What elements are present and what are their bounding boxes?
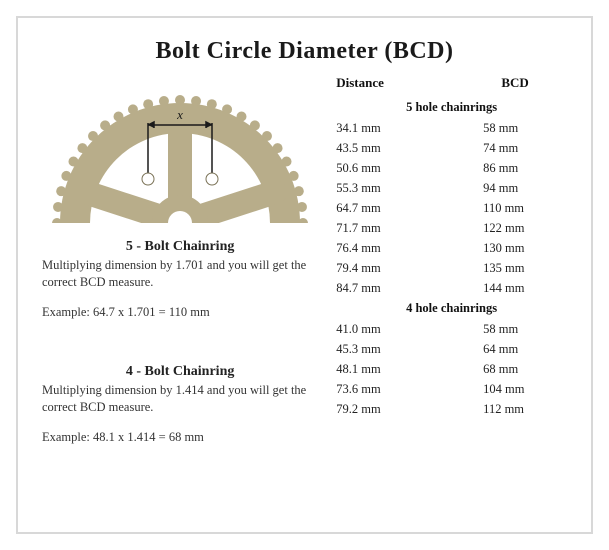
cell-distance: 50.6 mm <box>336 161 463 176</box>
cell-bcd: 104 mm <box>463 382 567 397</box>
cell-bcd: 58 mm <box>463 322 567 337</box>
cell-distance: 79.4 mm <box>336 261 463 276</box>
cell-distance: 48.1 mm <box>336 362 463 377</box>
table-row: 79.4 mm135 mm <box>336 258 567 278</box>
cell-bcd: 110 mm <box>463 201 567 216</box>
cell-bcd: 58 mm <box>463 121 567 136</box>
cell-distance: 73.6 mm <box>336 382 463 397</box>
chainring-diagram: x <box>45 73 315 233</box>
table-row: 76.4 mm130 mm <box>336 238 567 258</box>
document-frame: Bolt Circle Diameter (BCD) <box>16 16 593 534</box>
table-header: Distance BCD <box>336 73 567 97</box>
cell-bcd: 122 mm <box>463 221 567 236</box>
table-row: 64.7 mm110 mm <box>336 198 567 218</box>
cell-distance: 64.7 mm <box>336 201 463 216</box>
table-row: 48.1 mm68 mm <box>336 359 567 379</box>
five-bolt-heading: 5 - Bolt Chainring <box>42 239 318 255</box>
cell-bcd: 86 mm <box>463 161 567 176</box>
cell-bcd: 144 mm <box>463 281 567 296</box>
five-bolt-body: Multiplying dimension by 1.701 and you w… <box>42 257 318 291</box>
table-row: 41.0 mm58 mm <box>336 319 567 339</box>
cell-bcd: 64 mm <box>463 342 567 357</box>
table-row: 55.3 mm94 mm <box>336 178 567 198</box>
table-row: 79.2 mm112 mm <box>336 399 567 419</box>
cell-bcd: 135 mm <box>463 261 567 276</box>
cell-bcd: 68 mm <box>463 362 567 377</box>
cell-distance: 45.3 mm <box>336 342 463 357</box>
table-row: 73.6 mm104 mm <box>336 379 567 399</box>
cell-bcd: 112 mm <box>463 402 567 417</box>
group-5-title: 5 hole chainrings <box>336 97 567 118</box>
table-row: 45.3 mm64 mm <box>336 339 567 359</box>
four-bolt-heading: 4 - Bolt Chainring <box>42 364 318 380</box>
cell-distance: 71.7 mm <box>336 221 463 236</box>
right-column: Distance BCD 5 hole chainrings 34.1 mm58… <box>336 73 567 445</box>
cell-distance: 43.5 mm <box>336 141 463 156</box>
table-row: 43.5 mm74 mm <box>336 138 567 158</box>
cell-distance: 79.2 mm <box>336 402 463 417</box>
cell-distance: 76.4 mm <box>336 241 463 256</box>
cell-bcd: 130 mm <box>463 241 567 256</box>
group-4-rows: 41.0 mm58 mm45.3 mm64 mm48.1 mm68 mm73.6… <box>336 319 567 419</box>
col-bcd: BCD <box>463 75 567 91</box>
cell-distance: 55.3 mm <box>336 181 463 196</box>
left-column: x 5 - Bolt Chainring Multiplying dimensi… <box>42 73 324 445</box>
cell-distance: 34.1 mm <box>336 121 463 136</box>
cell-distance: 41.0 mm <box>336 322 463 337</box>
page-title: Bolt Circle Diameter (BCD) <box>42 38 567 65</box>
table-row: 50.6 mm86 mm <box>336 158 567 178</box>
dimension-label: x <box>176 107 183 122</box>
spacer <box>42 320 318 358</box>
col-distance: Distance <box>336 75 463 91</box>
table-row: 71.7 mm122 mm <box>336 218 567 238</box>
columns: x 5 - Bolt Chainring Multiplying dimensi… <box>42 73 567 445</box>
group-4-title: 4 hole chainrings <box>336 298 567 319</box>
cell-distance: 84.7 mm <box>336 281 463 296</box>
cell-bcd: 74 mm <box>463 141 567 156</box>
group-5-rows: 34.1 mm58 mm43.5 mm74 mm50.6 mm86 mm55.3… <box>336 118 567 298</box>
four-bolt-example: Example: 48.1 x 1.414 = 68 mm <box>42 430 318 445</box>
table-row: 34.1 mm58 mm <box>336 118 567 138</box>
cell-bcd: 94 mm <box>463 181 567 196</box>
four-bolt-body: Multiplying dimension by 1.414 and you w… <box>42 382 318 416</box>
five-bolt-example: Example: 64.7 x 1.701 = 110 mm <box>42 305 318 320</box>
table-row: 84.7 mm144 mm <box>336 278 567 298</box>
